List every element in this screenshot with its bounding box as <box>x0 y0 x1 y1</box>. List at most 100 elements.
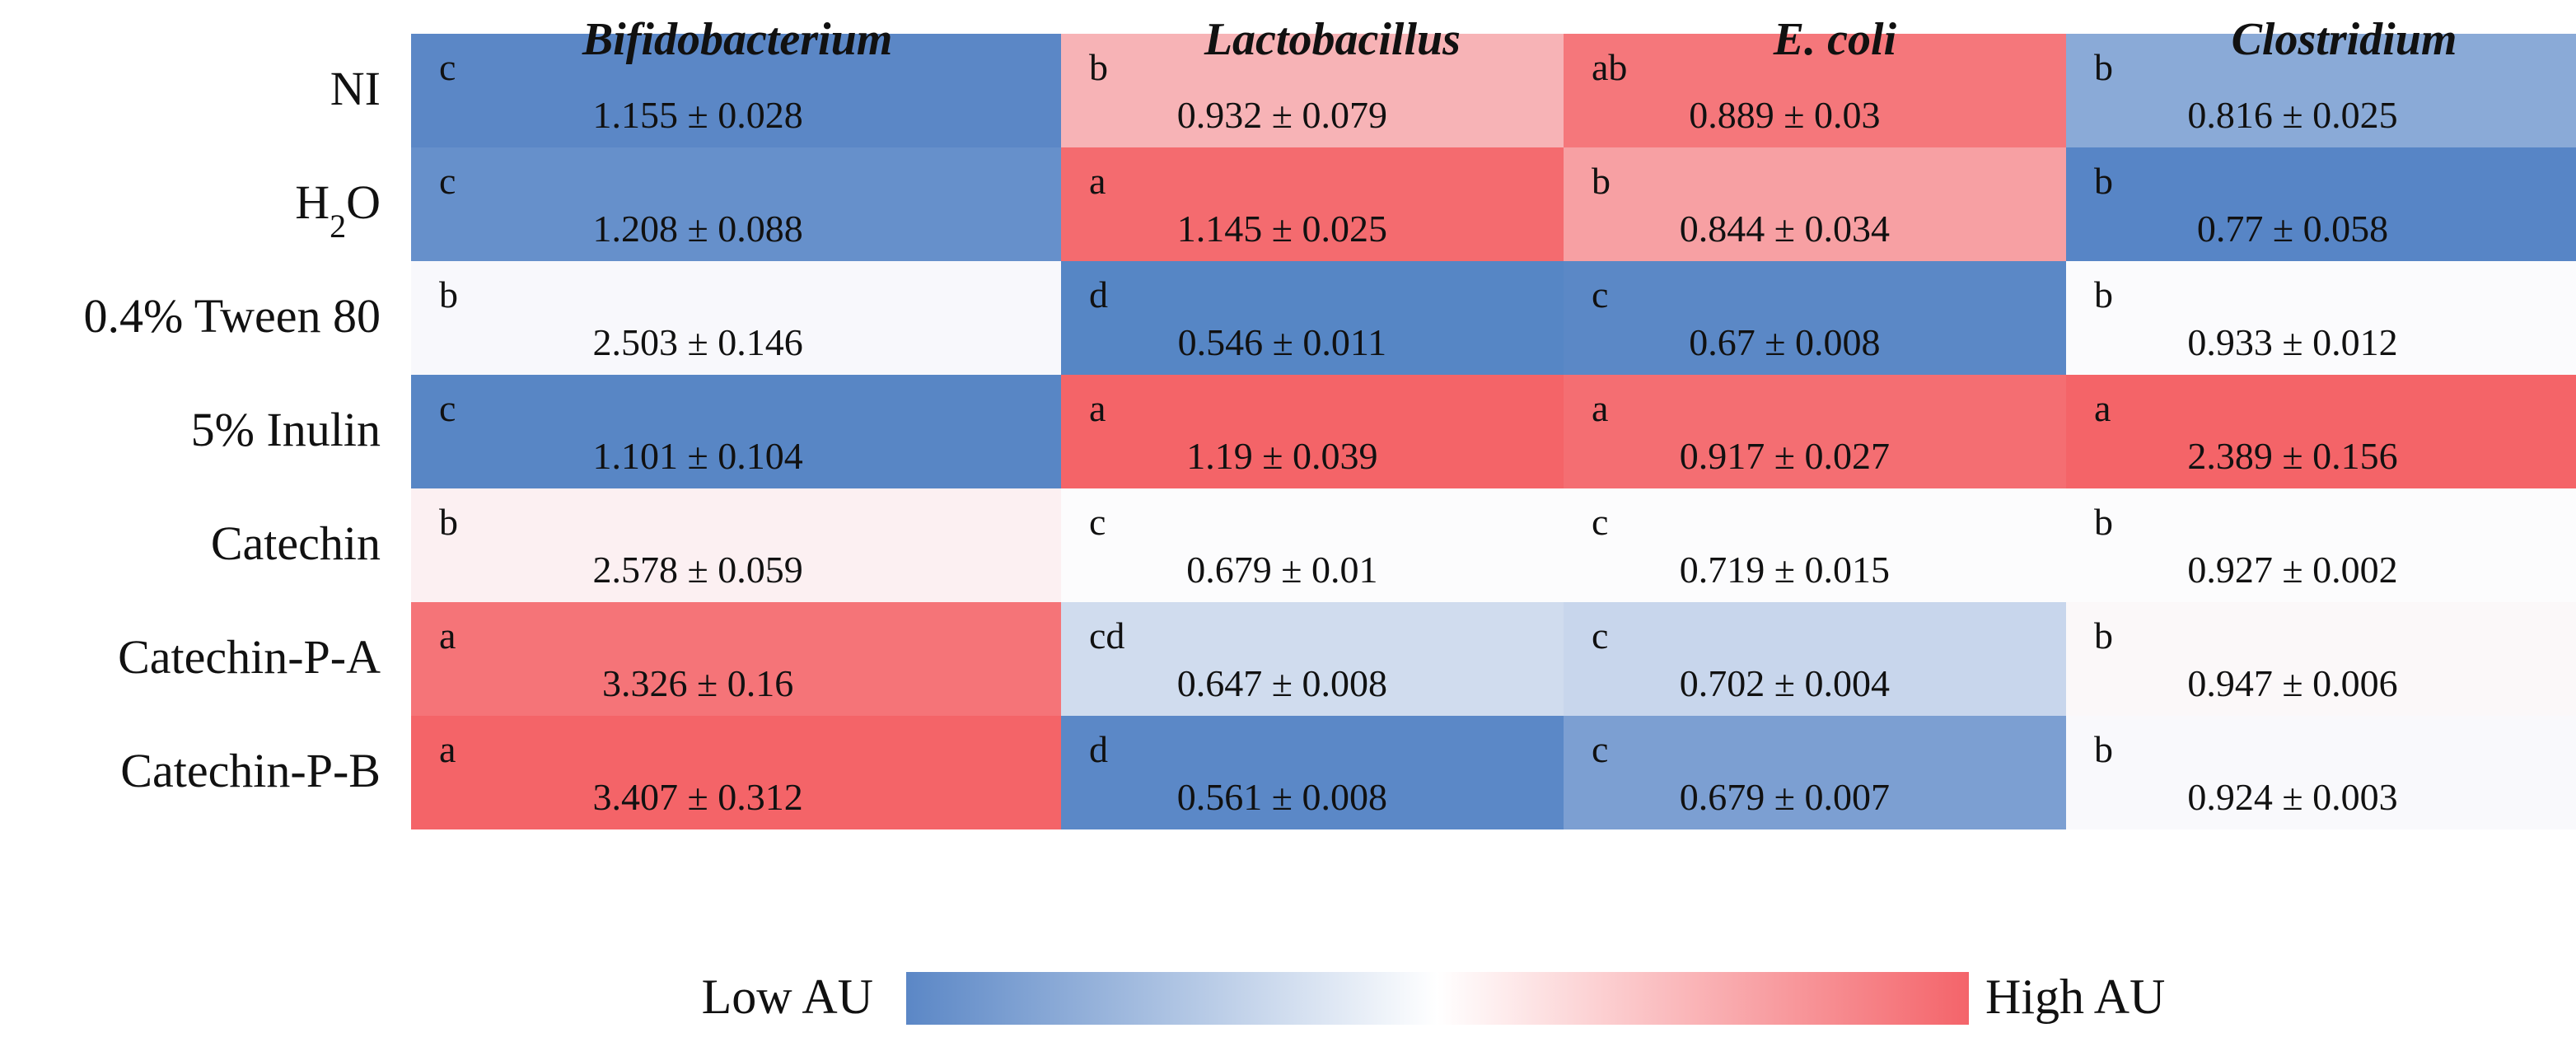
cell-value-label: 0.67 ± 0.008 <box>1689 321 1880 363</box>
significance-letter: c <box>439 387 456 429</box>
heatmap-cell: a 1.19 ± 0.039 <box>1061 375 1564 488</box>
column-header: Bifidobacterium <box>582 14 892 65</box>
heatmap-cell-rect <box>1061 147 1564 261</box>
cell-value-label: 3.407 ± 0.312 <box>593 776 803 818</box>
cell-value-label: 0.719 ± 0.015 <box>1680 549 1890 591</box>
heatmap-cell-rect <box>1564 147 2066 261</box>
heatmap-cell: c 0.679 ± 0.007 <box>1564 716 2066 829</box>
color-legend: Low AU High AU <box>702 970 2165 1025</box>
heatmap-cell-rect <box>411 261 1061 375</box>
cell-value-label: 0.77 ± 0.058 <box>2197 208 2388 250</box>
heatmap-cell-rect <box>1061 375 1564 488</box>
heatmap-cell-rect <box>2066 34 2576 147</box>
cell-value-label: 1.101 ± 0.104 <box>593 435 803 477</box>
heatmap-cell: c 1.155 ± 0.028 <box>411 34 1061 147</box>
cell-value-label: 0.679 ± 0.007 <box>1680 776 1890 818</box>
significance-letter: a <box>1089 387 1106 429</box>
heatmap-cell: d 0.546 ± 0.011 <box>1061 261 1564 375</box>
cell-value-label: 1.19 ± 0.039 <box>1186 435 1377 477</box>
heatmap-cell: c 0.719 ± 0.015 <box>1564 488 2066 602</box>
cell-value-label: 0.917 ± 0.027 <box>1680 435 1890 477</box>
heatmap-cell-rect <box>1564 34 2066 147</box>
heatmap-cell: b 0.932 ± 0.079 <box>1061 34 1564 147</box>
significance-letter: cd <box>1089 614 1124 657</box>
heatmap-cell: a 3.326 ± 0.16 <box>411 602 1061 716</box>
heatmap-cell-rect <box>2066 602 2576 716</box>
significance-letter: b <box>2094 46 2113 88</box>
heatmap-cell: c 1.101 ± 0.104 <box>411 375 1061 488</box>
heatmap-cell: a 2.389 ± 0.156 <box>2066 375 2576 488</box>
heatmap-cell-rect <box>1564 716 2066 829</box>
cell-value-label: 0.932 ± 0.079 <box>1177 94 1387 136</box>
heatmap-cell-rect <box>1564 375 2066 488</box>
cell-value-label: 0.924 ± 0.003 <box>2187 776 2397 818</box>
heatmap-cell-rect <box>1061 34 1564 147</box>
significance-letter: b <box>1592 160 1611 202</box>
heatmap-cell-rect <box>2066 375 2576 488</box>
cell-value-label: 2.389 ± 0.156 <box>2187 435 2397 477</box>
heatmap-cell-rect <box>411 375 1061 488</box>
heatmap-cell-rect <box>1061 488 1564 602</box>
cell-value-label: 0.702 ± 0.004 <box>1680 662 1890 704</box>
heatmap-cell-rect <box>411 488 1061 602</box>
cell-value-label: 1.145 ± 0.025 <box>1177 208 1387 250</box>
column-header: Lactobacillus <box>1204 14 1461 65</box>
legend-color-bar <box>906 972 1969 1025</box>
row-label: Catechin-P-B <box>120 744 381 797</box>
significance-letter: a <box>439 728 456 770</box>
row-label: H2O <box>295 175 381 245</box>
significance-letter: b <box>2094 501 2113 543</box>
significance-letter: b <box>2094 273 2113 315</box>
row-label: 5% Inulin <box>191 403 381 456</box>
heatmap-cell-rect <box>2066 261 2576 375</box>
heatmap-cell: cd 0.647 ± 0.008 <box>1061 602 1564 716</box>
cell-value-label: 2.578 ± 0.059 <box>593 549 803 591</box>
cell-value-label: 0.647 ± 0.008 <box>1177 662 1387 704</box>
significance-letter: c <box>1592 273 1608 315</box>
heatmap-cell: b 0.816 ± 0.025 <box>2066 34 2576 147</box>
heatmap-cell-rect <box>1564 261 2066 375</box>
cell-value-label: 0.679 ± 0.01 <box>1186 549 1377 591</box>
significance-letter: c <box>439 160 456 202</box>
row-label: Catechin <box>211 516 381 570</box>
significance-letter: d <box>1089 273 1108 315</box>
cell-value-label: 1.155 ± 0.028 <box>593 94 803 136</box>
cell-value-label: 0.927 ± 0.002 <box>2187 549 2397 591</box>
significance-letter: c <box>1089 501 1106 543</box>
legend-low-label: Low AU <box>702 970 873 1024</box>
heatmap-cell-rect <box>411 716 1061 829</box>
significance-letter: a <box>1089 160 1106 202</box>
significance-letter: b <box>2094 614 2113 657</box>
significance-letter: ab <box>1592 46 1627 88</box>
cell-value-label: 0.933 ± 0.012 <box>2187 321 2397 363</box>
heatmap-cell: b 0.927 ± 0.002 <box>2066 488 2576 602</box>
row-label: Catechin-P-A <box>118 630 381 684</box>
heatmap-cell: d 0.561 ± 0.008 <box>1061 716 1564 829</box>
significance-letter: a <box>2094 387 2111 429</box>
cell-value-label: 0.844 ± 0.034 <box>1680 208 1890 250</box>
significance-letter: c <box>1592 728 1608 770</box>
significance-letter: b <box>439 273 458 315</box>
legend-high-label: High AU <box>1985 970 2165 1024</box>
row-label: NI <box>330 62 381 115</box>
cell-value-label: 2.503 ± 0.146 <box>593 321 803 363</box>
heatmap-cell-rect <box>2066 488 2576 602</box>
heatmap-cell-rect <box>411 34 1061 147</box>
significance-letter: b <box>2094 728 2113 770</box>
heatmap-cell-rect <box>1564 602 2066 716</box>
heatmap-cell-rect <box>411 147 1061 261</box>
cell-value-label: 3.326 ± 0.16 <box>602 662 793 704</box>
heatmap-cell: a 0.917 ± 0.027 <box>1564 375 2066 488</box>
heatmap-cell: b 0.933 ± 0.012 <box>2066 261 2576 375</box>
heatmap-cell-rect <box>411 602 1061 716</box>
heatmap-cell: b 0.947 ± 0.006 <box>2066 602 2576 716</box>
heatmap-cell-rect <box>2066 716 2576 829</box>
cell-value-label: 0.561 ± 0.008 <box>1177 776 1387 818</box>
heatmap-cell: b 0.77 ± 0.058 <box>2066 147 2576 261</box>
heatmap-cell: c 1.208 ± 0.088 <box>411 147 1061 261</box>
significance-letter: b <box>1089 46 1108 88</box>
heatmap-cell: c 0.702 ± 0.004 <box>1564 602 2066 716</box>
heatmap-cell-rect <box>2066 147 2576 261</box>
